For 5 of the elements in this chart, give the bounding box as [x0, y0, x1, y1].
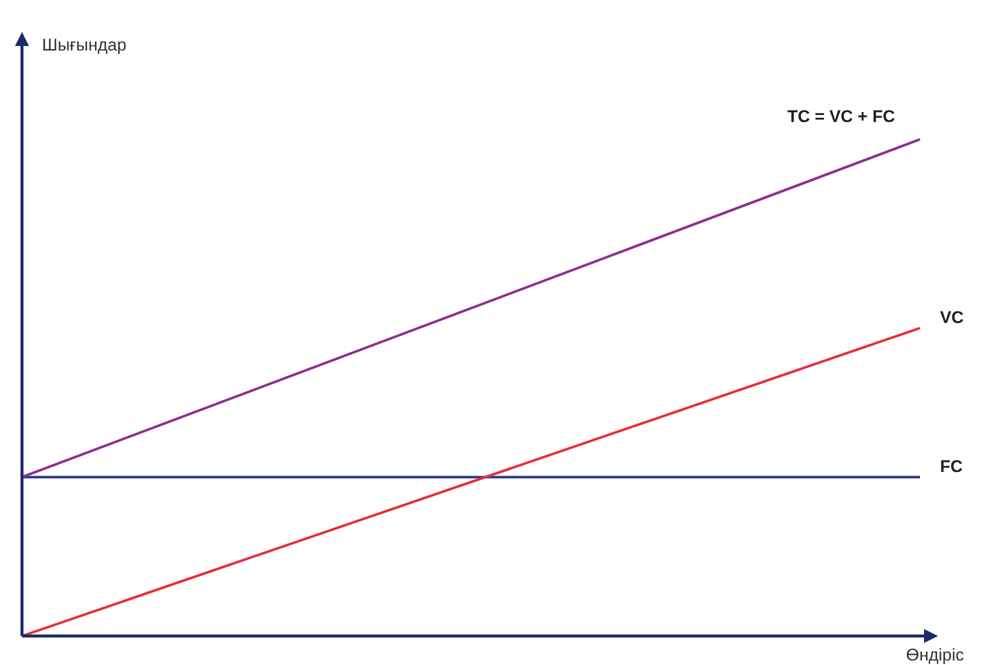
x-axis-title: Өндіріс	[906, 646, 965, 665]
y-axis-title: Шығындар	[42, 36, 126, 55]
series-label: TC = VC + FC	[787, 107, 895, 126]
series-label: FC	[940, 456, 963, 476]
series-label: VC	[940, 308, 964, 327]
